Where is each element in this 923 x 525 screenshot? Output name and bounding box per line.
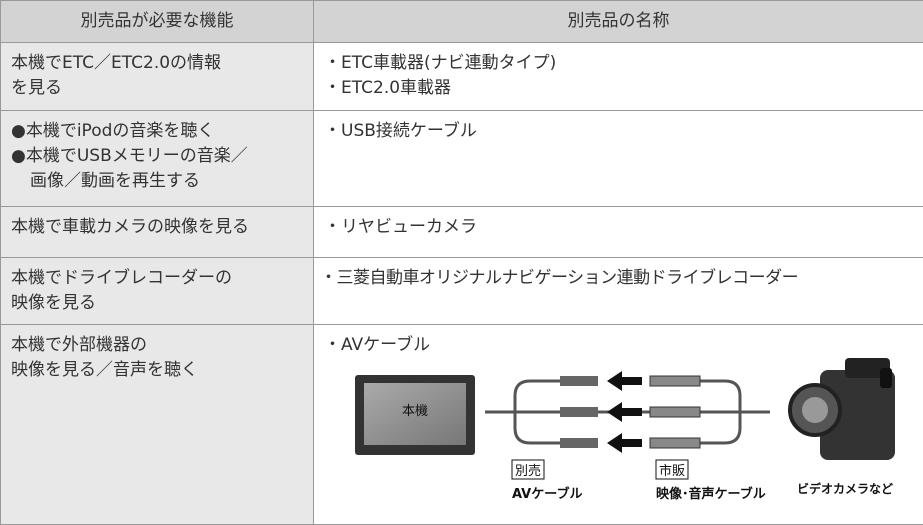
label: 別売: [515, 463, 541, 479]
arrows: [607, 371, 642, 453]
label: 市販: [659, 463, 685, 479]
label: AVケーブル: [512, 486, 582, 502]
label: 映像･音声ケーブル: [656, 486, 766, 502]
label: ビデオカメラなど: [797, 481, 893, 496]
label: 本機: [402, 404, 428, 419]
video-camera: [790, 358, 895, 460]
